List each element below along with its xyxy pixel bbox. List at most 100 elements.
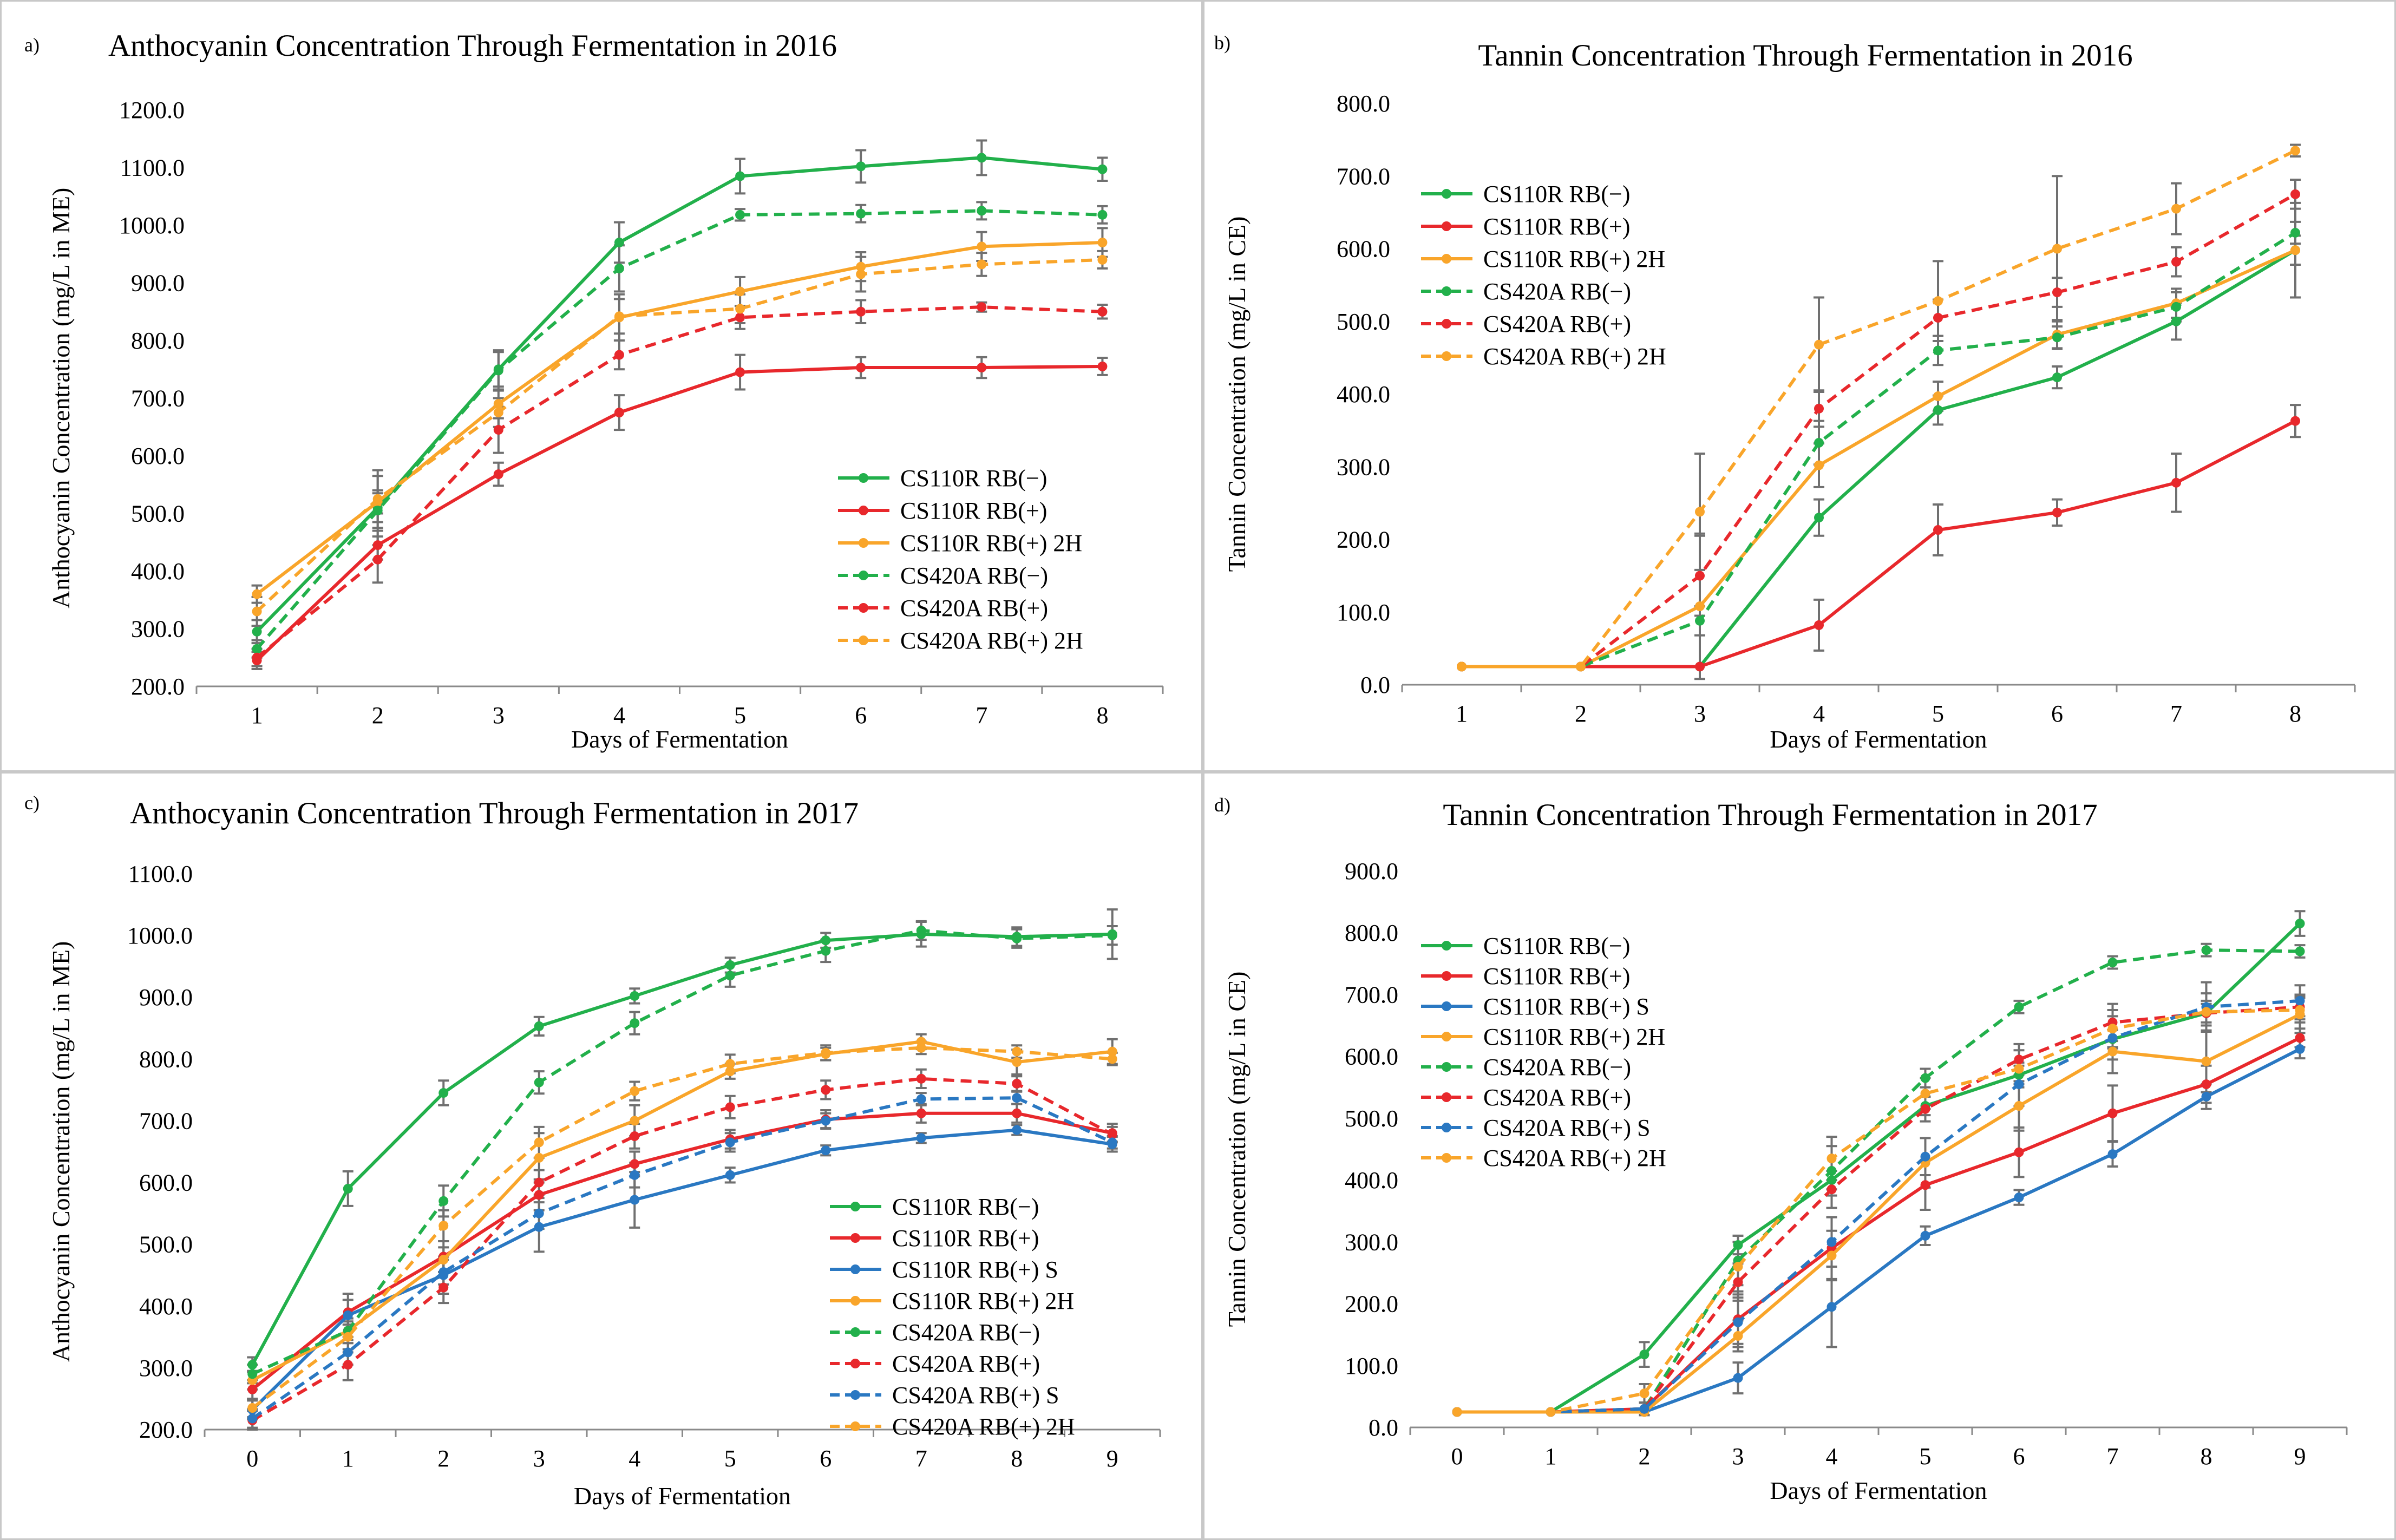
data-point: [821, 1116, 831, 1126]
legend-label: CS420A RB(−): [892, 1319, 1040, 1346]
y-tick-label: 200.0: [1337, 527, 1390, 553]
data-point: [1695, 615, 1705, 626]
x-tick-label: 0: [1451, 1443, 1463, 1470]
legend-marker: [859, 603, 868, 613]
panel-b: b) Tannin Concentration Through Fermentat…: [1203, 0, 2396, 772]
data-point: [343, 1347, 353, 1358]
y-tick-label: 200.0: [1345, 1291, 1398, 1318]
series-line-cs110r-rb-plus: [251, 1111, 1113, 1391]
data-point: [1695, 571, 1705, 581]
data-point: [343, 1183, 353, 1194]
data-point: [916, 925, 926, 935]
data-point: [1107, 1129, 1117, 1139]
data-point: [735, 171, 745, 181]
y-tick-label: 500.0: [1337, 309, 1390, 335]
data-point: [916, 1108, 926, 1118]
data-point: [1827, 1302, 1837, 1312]
x-tick-label: 1: [1456, 700, 1468, 727]
data-point: [2107, 1046, 2118, 1057]
legend-item-cs110r-rb-minus: CS110R RB(−): [1421, 181, 1630, 207]
y-axis-label: Tannin Concentration (mg/L in CE): [1223, 972, 1251, 1327]
legend-label: CS420A RB(+) 2H: [892, 1413, 1075, 1440]
x-tick-label: 7: [976, 702, 987, 729]
legend-item-cs420a-rb-minus: CS420A RB(−): [838, 562, 1048, 589]
legend-label: CS110R RB(+) 2H: [1483, 1024, 1665, 1050]
legend-item-cs420a-rb-plus-2h: CS420A RB(+) 2H: [838, 627, 1083, 654]
data-point: [735, 304, 745, 314]
legend-marker: [1442, 286, 1451, 296]
legend-item-cs420a-rb-plus: CS420A RB(+): [1421, 311, 1631, 337]
legend-label: CS420A RB(−): [1483, 278, 1631, 305]
legend-marker: [1442, 254, 1451, 264]
legend-label: CS110R RB(+) S: [1483, 993, 1649, 1020]
data-point: [1733, 1331, 1743, 1341]
legend-marker: [1442, 1092, 1451, 1102]
series-line-cs110r-rb-minus: [1457, 922, 2301, 1414]
data-point: [725, 1066, 735, 1077]
data-point: [2201, 1056, 2211, 1066]
data-point: [735, 367, 745, 377]
data-point: [1733, 1317, 1743, 1327]
data-point: [372, 554, 383, 565]
data-point: [534, 1077, 544, 1087]
x-tick-label: 4: [1826, 1443, 1838, 1470]
data-point: [1920, 1151, 1930, 1162]
data-point: [247, 1384, 258, 1394]
x-axis-label: Days of Fermentation: [571, 725, 788, 753]
data-point: [630, 1170, 640, 1180]
x-tick-label: 3: [1732, 1443, 1744, 1470]
x-tick-label: 5: [1920, 1443, 1932, 1470]
y-tick-label: 200.0: [131, 673, 185, 700]
data-point: [1107, 1046, 1117, 1057]
x-tick-label: 4: [629, 1445, 640, 1472]
legend-item-cs110r-rb-plus: CS110R RB(+): [838, 497, 1047, 524]
data-point: [1827, 1184, 1837, 1195]
x-tick-label: 7: [915, 1445, 927, 1472]
data-point: [2107, 1024, 2118, 1034]
legend-marker: [850, 1296, 860, 1306]
data-point: [438, 1088, 449, 1098]
data-point: [916, 1133, 926, 1143]
legend-marker: [1442, 189, 1451, 199]
panel-label: b): [1214, 32, 1230, 54]
data-point: [2014, 1054, 2024, 1065]
legend-label: CS110R RB(−): [1483, 933, 1630, 959]
data-point: [2014, 1002, 2024, 1012]
x-tick-label: 9: [1107, 1445, 1118, 1472]
legend-label: CS420A RB(+): [1483, 1084, 1631, 1111]
data-point: [2295, 946, 2305, 956]
panel-c: c) Anthocyanin Concentration Through Ferm…: [0, 772, 1203, 1540]
x-tick-label: 9: [2294, 1443, 2306, 1470]
data-point: [1097, 209, 1108, 220]
x-tick-label: 4: [613, 702, 625, 729]
data-point: [1107, 1054, 1117, 1064]
data-point: [1097, 237, 1108, 247]
data-point: [2052, 507, 2062, 517]
data-point: [821, 1085, 831, 1095]
legend-item-cs420a-rb-plus-s: CS420A RB(+) S: [1421, 1115, 1650, 1141]
data-point: [343, 1310, 353, 1320]
data-point: [534, 1152, 544, 1163]
legend-label: CS420A RB(+): [1483, 311, 1631, 337]
data-point: [1920, 1089, 1930, 1099]
data-point: [977, 302, 987, 312]
data-point: [1733, 1240, 1743, 1250]
data-point: [2052, 372, 2062, 383]
y-tick-label: 0.0: [1369, 1414, 1398, 1441]
data-point: [2295, 1033, 2305, 1043]
data-point: [2014, 1192, 2024, 1203]
data-point: [735, 286, 745, 297]
x-tick-label: 8: [2201, 1443, 2212, 1470]
y-tick-label: 900.0: [131, 270, 185, 297]
data-point: [1012, 1057, 1022, 1067]
data-point: [1639, 1404, 1649, 1414]
y-axis-label: Anthocyanin Concentration (mg/L in ME): [47, 188, 75, 609]
data-point: [614, 408, 624, 418]
y-axis-label: Tannin Concentration (mg/L in CE): [1223, 217, 1251, 572]
data-point: [1827, 1237, 1837, 1247]
legend-label: CS420A RB(+) 2H: [1483, 343, 1666, 370]
data-point: [2290, 245, 2300, 255]
y-tick-label: 400.0: [131, 558, 185, 585]
data-point: [630, 1131, 640, 1141]
data-point: [2014, 1147, 2024, 1157]
